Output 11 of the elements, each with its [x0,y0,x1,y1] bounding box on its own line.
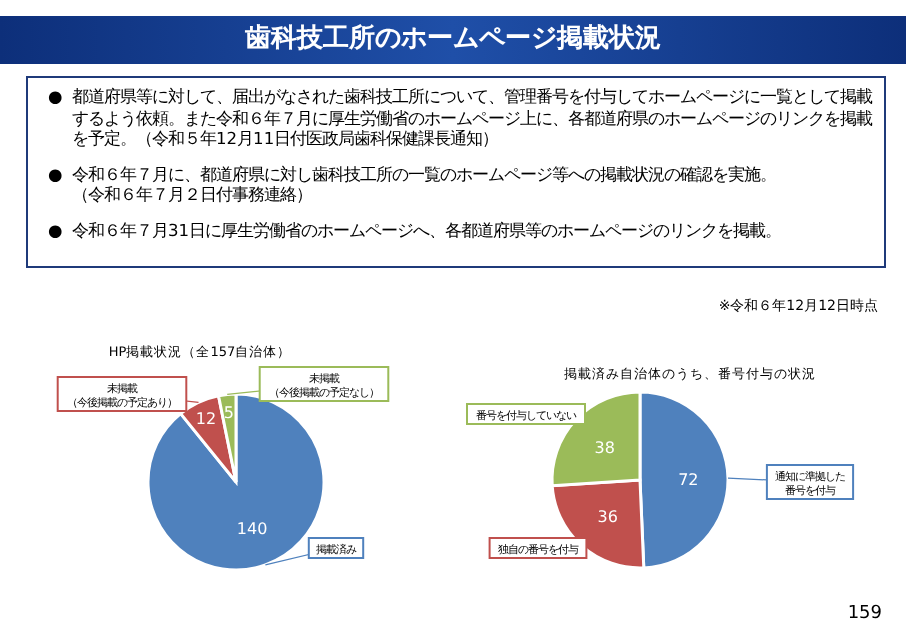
data-label: 72 [678,470,699,489]
text: ●令和６年７月31日に厚生労働省のホームページへ、各都道府県等のホームページのリンクを掲載。 [48,219,782,240]
data-label: 36 [597,508,618,527]
text: 歯科技工所のホームページ掲載状況 [0,16,906,64]
text: ●都道府県等に対して、届出がなされた歯科技工所について、管理番号を付与してホームページに一覧として掲載するよう依頼。また令和６年７月に厚生労働省のホームページ上に、各都道府県のホームページのリンクを掲載を予定。（令和５年12月11日付医政局歯科保健課長通知） [48,86,872,148]
text: 159 [847,604,882,624]
data-label: 12 [195,410,217,429]
text: ●令和６年７月に、都道府県に対し歯科技工所の一覧のホームページ等への掲載状況の確認を実施。（令和６年７月２日付事務連絡） [48,163,776,204]
data-label: 140 [236,519,268,538]
data-label: 5 [223,403,235,422]
data-label: 38 [594,438,615,457]
